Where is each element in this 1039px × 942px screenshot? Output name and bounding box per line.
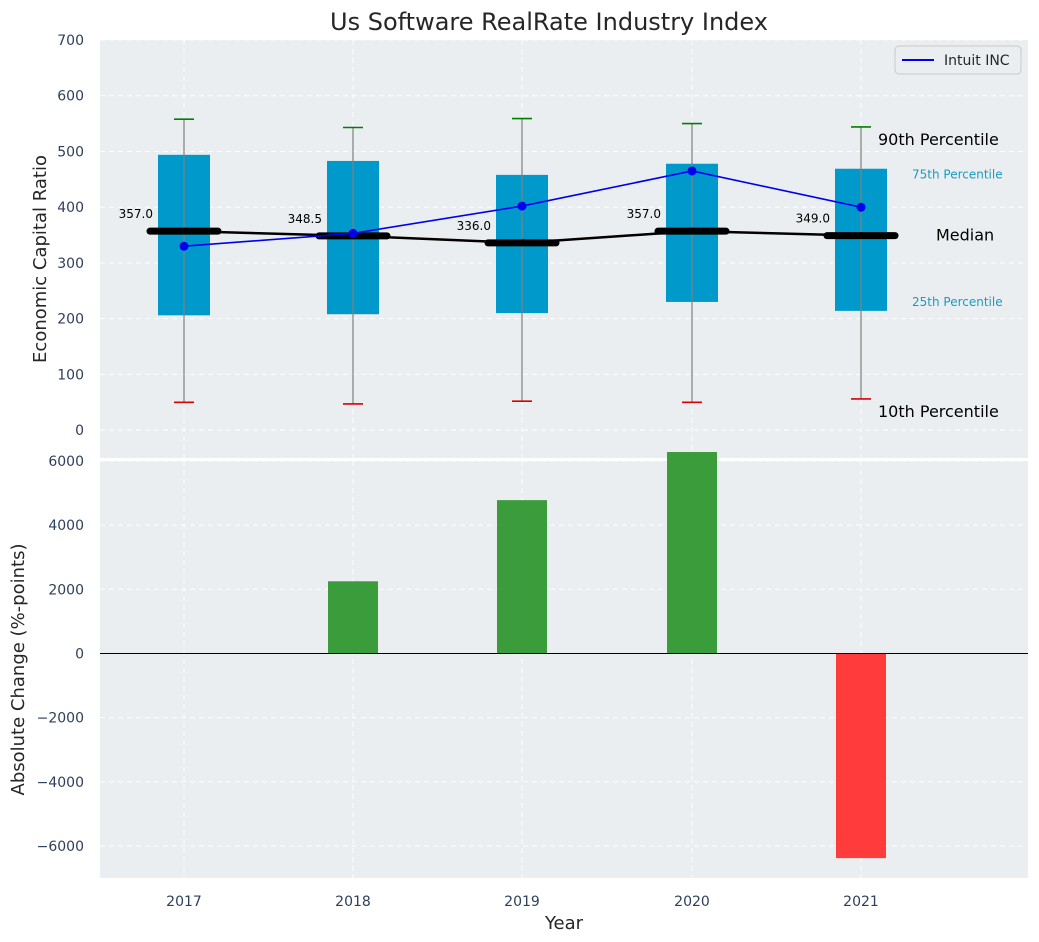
top-y-tick-label: 500 xyxy=(57,144,84,160)
legend-label-intuit: Intuit INC xyxy=(944,53,1010,69)
series-point-intuit xyxy=(348,228,358,238)
top-y-tick-label: 0 xyxy=(75,423,84,439)
bottom-y-tick-label: 2000 xyxy=(48,582,84,598)
top-panel: 0 100 200 300 400 500 600 700 Economic Capital … xyxy=(30,33,1028,458)
bottom-y-tick-label: 4000 xyxy=(48,518,84,534)
top-y-tick-label: 400 xyxy=(57,200,84,216)
positive-change-bar xyxy=(497,500,547,654)
bottom-y-tick-label: −4000 xyxy=(37,775,84,791)
x-tick-label: 2017 xyxy=(166,894,202,910)
top-y-tick-label: 100 xyxy=(57,367,84,383)
box-plot-marks: 357.0 348.5 336.0 357.0 349.0 xyxy=(119,117,899,405)
top-y-tick-label: 700 xyxy=(57,33,84,49)
bottom-y-axis-label: Absolute Change (%-points) xyxy=(8,544,29,796)
series-point-intuit xyxy=(687,166,697,176)
median-value-label: 357.0 xyxy=(119,207,153,221)
x-ticks: 2017 2018 2019 2020 2021 xyxy=(166,894,879,910)
change-bar-marks xyxy=(100,452,1028,859)
positive-change-bar xyxy=(667,452,717,654)
x-tick-label: 2019 xyxy=(504,894,540,910)
x-tick-label: 2021 xyxy=(843,894,879,910)
top-y-tick-label: 600 xyxy=(57,89,84,105)
series-point-intuit xyxy=(856,202,866,212)
top-plot-background xyxy=(100,40,1028,458)
bottom-y-tick-label: −2000 xyxy=(37,711,84,727)
negative-change-bar xyxy=(836,653,886,859)
bottom-panel: −6000 −4000 −2000 0 2000 4000 6000 Absolute Ch… xyxy=(8,452,1028,934)
x-tick-label: 2020 xyxy=(674,894,710,910)
annotation-p10: 10th Percentile xyxy=(878,402,999,421)
annotation-p25: 25th Percentile xyxy=(912,295,1003,309)
bottom-y-tick-label: 6000 xyxy=(48,454,84,470)
top-y-tick-label: 300 xyxy=(57,256,84,272)
bottom-y-ticks: −6000 −4000 −2000 0 2000 4000 6000 xyxy=(37,454,84,855)
top-y-tick-label: 200 xyxy=(57,312,84,328)
top-y-axis-label: Economic Capital Ratio xyxy=(30,155,51,363)
x-axis-label: Year xyxy=(544,913,584,934)
legend-box xyxy=(894,45,1022,75)
positive-change-bar xyxy=(328,581,378,654)
annotation-p90: 90th Percentile xyxy=(878,130,999,149)
annotation-median: Median xyxy=(936,226,994,245)
median-value-label: 349.0 xyxy=(796,212,830,226)
bottom-plot-background xyxy=(100,461,1028,878)
top-y-ticks: 0 100 200 300 400 500 600 700 xyxy=(57,33,84,439)
median-value-label: 336.0 xyxy=(457,219,491,233)
chart-title: Us Software RealRate Industry Index xyxy=(330,8,768,36)
percentile-annotations: 90th Percentile 75th Percentile Median 25th… xyxy=(878,130,1003,421)
bottom-y-tick-label: −6000 xyxy=(37,839,84,855)
annotation-p75: 75th Percentile xyxy=(912,168,1003,182)
series-point-intuit xyxy=(517,201,527,211)
median-value-label: 357.0 xyxy=(627,207,661,221)
series-point-intuit xyxy=(179,241,189,251)
bottom-y-tick-label: 0 xyxy=(75,646,84,662)
legend: Intuit INC xyxy=(894,45,1022,75)
median-line xyxy=(183,229,862,245)
x-tick-label: 2018 xyxy=(335,894,371,910)
median-value-label: 348.5 xyxy=(288,212,322,226)
